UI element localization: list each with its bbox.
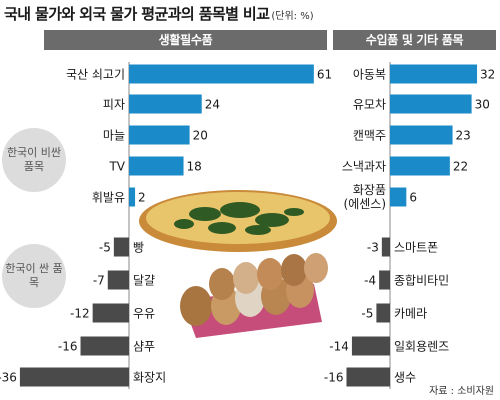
unit-label: (단위: %) — [271, 11, 314, 22]
p2-bar-9 — [346, 367, 390, 387]
p1-value-label-9: -36 — [0, 371, 17, 385]
p2-value-label-8: -14 — [329, 340, 349, 354]
p1-category-label-2: 마늘 — [103, 129, 125, 143]
p2-bar-7 — [376, 303, 390, 323]
p1-category-label-9: 화장지 — [133, 371, 166, 385]
p2-value-label-9: -16 — [324, 371, 344, 385]
p1-bar-6 — [107, 270, 129, 290]
p1-category-label-0: 국산 쇠고기 — [66, 68, 125, 82]
p2-value-label-4: 6 — [409, 191, 417, 205]
p1-bar-5 — [113, 237, 129, 257]
p2-value-label-5: -3 — [367, 241, 379, 255]
p1-value-label-2: 20 — [193, 129, 208, 143]
p2-bar-5 — [381, 237, 390, 257]
p2-bar-1 — [390, 94, 472, 114]
p2-bar-4 — [390, 187, 407, 207]
p2-category-label-6: 종합비타민 — [394, 274, 449, 288]
p1-value-label-0: 61 — [317, 68, 332, 82]
p1-category-label-5: 빵 — [133, 241, 144, 255]
p1-bar-9 — [19, 367, 130, 387]
panel1-header: 생활필수품 — [44, 30, 327, 50]
p2-bar-0 — [390, 64, 478, 84]
p1-value-label-7: -12 — [70, 307, 90, 321]
eggs — [180, 253, 328, 326]
p1-category-label-1: 피자 — [103, 98, 125, 112]
p2-value-label-3: 22 — [453, 160, 468, 174]
p2-value-label-7: -5 — [361, 307, 373, 321]
group-label-expensive: 한국이 비싼 품목 — [2, 128, 66, 192]
pizza-cheese — [146, 192, 330, 244]
group-label-cheaper: 한국이 싼 품목 — [2, 244, 66, 308]
p1-category-label-6: 달걀 — [133, 274, 155, 288]
p1-bar-7 — [92, 303, 129, 323]
p1-bar-8 — [80, 336, 129, 356]
p2-value-label-6: -4 — [364, 274, 376, 288]
p2-category-label-3: 스낵과자 — [342, 160, 386, 174]
panel2-header: 수입품 및 기타 품목 — [333, 30, 496, 50]
p2-category-label-8: 일회용렌즈 — [394, 340, 449, 354]
p2-bar-3 — [390, 156, 450, 176]
chart-title: 국내 물가와 외국 물가 평균과의 품목별 비교 (단위: %) — [4, 5, 314, 23]
p2-bar-6 — [379, 270, 390, 290]
p1-value-label-5: -5 — [99, 241, 111, 255]
p1-value-label-6: -7 — [93, 274, 105, 288]
p2-value-label-2: 23 — [456, 129, 471, 143]
p2-category-label-2: 캔맥주 — [353, 129, 386, 143]
p1-category-label-4: 휘발유 — [92, 191, 125, 205]
p2-category-label-5: 스마트폰 — [394, 241, 438, 255]
p1-value-label-8: -16 — [58, 340, 78, 354]
p1-category-label-3: TV — [108, 160, 125, 174]
p2-category-label-7: 카메라 — [394, 307, 427, 321]
p1-category-label-7: 우유 — [133, 307, 155, 321]
p1-value-label-3: 18 — [187, 160, 202, 174]
p2-bar-8 — [351, 336, 390, 356]
p2-bar-2 — [390, 125, 453, 145]
p2-value-label-0: 32 — [480, 68, 495, 82]
p1-bar-1 — [129, 94, 202, 114]
p2-category-label-4: 화장품 (에센스) — [344, 183, 386, 211]
p2-category-label-9: 생수 — [394, 371, 416, 385]
p2-value-label-1: 30 — [475, 98, 490, 112]
p1-value-label-4: 2 — [138, 191, 146, 205]
pizza-greens — [174, 202, 304, 235]
p1-bar-4 — [129, 187, 136, 207]
p1-bar-0 — [129, 64, 314, 84]
p1-category-label-8: 샴푸 — [133, 340, 155, 354]
p1-bar-3 — [129, 156, 184, 176]
p1-bar-2 — [129, 125, 190, 145]
source-note: 자료 : 소비자원 — [429, 386, 494, 397]
p2-category-label-1: 유모차 — [353, 98, 386, 112]
p2-category-label-0: 아동복 — [353, 68, 386, 82]
p1-value-label-1: 24 — [205, 98, 220, 112]
